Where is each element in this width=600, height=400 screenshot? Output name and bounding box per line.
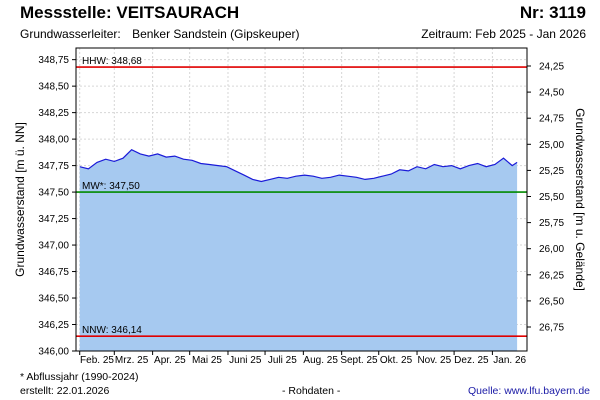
x-tick-label: Okt. 25 — [380, 355, 413, 366]
y2-axis-label: Grundwasserstand [m u. Gelände] — [573, 108, 587, 291]
reference-label: MW*: 347,50 — [82, 181, 140, 192]
y-tick-label: 346,50 — [38, 294, 69, 305]
created-date: erstellt: 22.01.2026 — [20, 385, 110, 397]
y2-tick-label: 26,25 — [539, 270, 564, 281]
y-axis-label: Grundwasserstand [m ü. NN] — [13, 122, 27, 277]
y2-tick-label: 26,50 — [539, 296, 564, 307]
aquifer-label: Grundwasserleiter: — [20, 27, 121, 41]
footnote: * Abflussjahr (1990-2024) — [20, 371, 139, 383]
y2-tick-label: 25,50 — [539, 192, 564, 203]
x-tick-label: Juli 25 — [268, 355, 297, 366]
x-tick-label: Juni 25 — [229, 355, 262, 366]
y-tick-label: 346,75 — [38, 267, 69, 278]
series-area — [79, 149, 518, 351]
y2-tick-label: 24,50 — [539, 88, 564, 99]
y2-tick-label: 24,75 — [539, 114, 564, 125]
station-title: Messstelle: VEITSAURACH — [20, 3, 240, 22]
y2-tick-label: 25,00 — [539, 140, 564, 151]
x-tick-label: Aug. 25 — [303, 355, 338, 366]
y-tick-label: 346,25 — [38, 320, 69, 331]
y-tick-label: 348,00 — [38, 135, 69, 146]
x-tick-label: Mai 25 — [192, 355, 222, 366]
y2-tick-label: 26,00 — [539, 244, 564, 255]
y-tick-label: 348,50 — [38, 82, 69, 93]
period-label: Zeitraum: Feb 2025 - Jan 2026 — [421, 27, 586, 41]
y2-tick-label: 24,25 — [539, 62, 564, 73]
y-tick-label: 348,25 — [38, 108, 69, 119]
x-tick-label: Jan. 26 — [493, 355, 526, 366]
station-number: Nr: 3119 — [519, 3, 586, 22]
x-tick-label: Mrz. 25 — [115, 355, 149, 366]
reference-label: HHW: 348,68 — [82, 56, 142, 67]
plot-frame — [75, 47, 528, 352]
x-tick-label: Dez. 25 — [454, 355, 489, 366]
y-tick-label: 346,00 — [38, 347, 69, 358]
y-tick-label: 348,75 — [38, 55, 69, 66]
reference-label: NNW: 346,14 — [82, 325, 142, 336]
y2-tick-label: 25,75 — [539, 218, 564, 229]
y-tick-label: 347,75 — [38, 161, 69, 172]
aquifer-info: Grundwasserleiter: Benker Sandstein (Gip… — [20, 27, 307, 41]
y-tick-label: 347,00 — [38, 241, 69, 252]
x-tick-label: Apr. 25 — [154, 355, 186, 366]
series-line — [79, 148, 518, 183]
aquifer-value: Benker Sandstein (Gipskeuper) — [132, 27, 300, 41]
y2-tick-label: 26,75 — [539, 323, 564, 334]
y-tick-label: 347,50 — [38, 188, 69, 199]
y2-tick-label: 25,25 — [539, 166, 564, 177]
y-tick-label: 347,25 — [38, 214, 69, 225]
x-tick-label: Feb. 25 — [80, 355, 114, 366]
x-tick-label: Sept. 25 — [340, 355, 378, 366]
data-status: - Rohdaten - — [282, 385, 341, 397]
x-tick-label: Nov. 25 — [417, 355, 451, 366]
source-link[interactable]: Quelle: www.lfu.bayern.de — [468, 385, 590, 397]
